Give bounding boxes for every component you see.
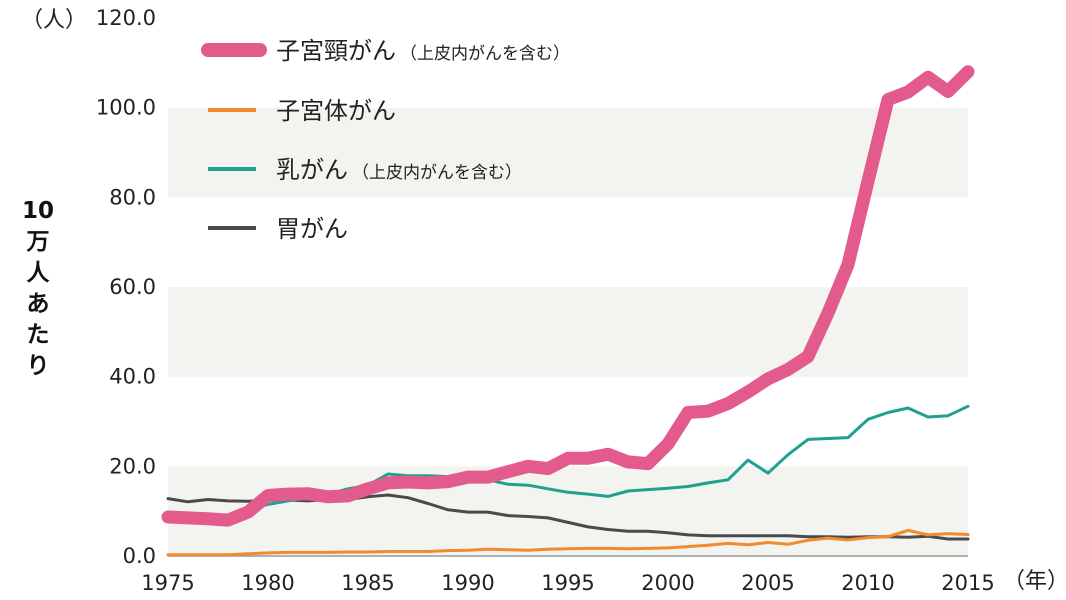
series-line-3 (166, 493, 970, 541)
grid-band (168, 107, 968, 198)
x-tick-label: 1995 (541, 571, 594, 595)
y-axis-label-char: 10 (22, 198, 54, 224)
legend-series-name: 子宮体がん (276, 97, 396, 125)
legend-series-note: （上皮内がんを含む） (352, 163, 522, 183)
x-tick-label: 1975 (141, 571, 194, 595)
series-lines (161, 65, 975, 557)
series-line-1 (166, 528, 970, 557)
legend-series-name: 子宮頸がん (276, 37, 396, 65)
y-axis-ticks: 0.0 20.0 40.0 60.0 80.0 100.0 120.0 (96, 6, 156, 568)
y-tick-label: 80.0 (109, 185, 156, 209)
y-tick-label: 40.0 (109, 365, 156, 389)
x-axis-unit: （年） (1003, 569, 1066, 594)
legend-series-note: （上皮内がんを含む） (400, 44, 570, 64)
y-tick-label: 120.0 (96, 6, 156, 30)
legend-label: 子宮体がん (276, 97, 396, 125)
y-tick-label: 60.0 (109, 275, 156, 299)
x-tick-label: 1980 (241, 571, 294, 595)
y-axis-label-char: あ (27, 291, 50, 317)
x-tick-label: 2015 (941, 571, 994, 595)
y-tick-label: 0.0 (123, 544, 156, 568)
x-tick-label: 2000 (641, 571, 694, 595)
y-axis-label-char: た (27, 322, 50, 348)
legend-series-name: 乳がん (276, 156, 348, 184)
legend-label: 胃がん (276, 215, 348, 243)
x-tick-label: 2005 (741, 571, 794, 595)
x-axis-ticks: 1975 1980 1985 1990 1995 2000 2005 2010 2015 (141, 571, 994, 595)
y-tick-label: 20.0 (109, 454, 156, 478)
y-tick-label: 100.0 (96, 96, 156, 120)
y-axis-unit: （人） (21, 8, 87, 33)
y-axis-label-char: り (27, 353, 50, 379)
y-axis-label-char: 人 (27, 260, 51, 286)
series-line-0 (161, 65, 975, 527)
x-tick-label: 1990 (441, 571, 494, 595)
legend-series-name: 胃がん (276, 215, 348, 243)
legend-label: 子宮頸がん （上皮内がんを含む） (276, 37, 570, 65)
x-tick-label: 1985 (341, 571, 394, 595)
legend-label: 乳がん （上皮内がんを含む） (276, 156, 522, 184)
x-tick-label: 2010 (841, 571, 894, 595)
grid-band (168, 287, 968, 377)
grid-band (168, 466, 968, 556)
y-axis-label-char: 万 (27, 229, 50, 255)
